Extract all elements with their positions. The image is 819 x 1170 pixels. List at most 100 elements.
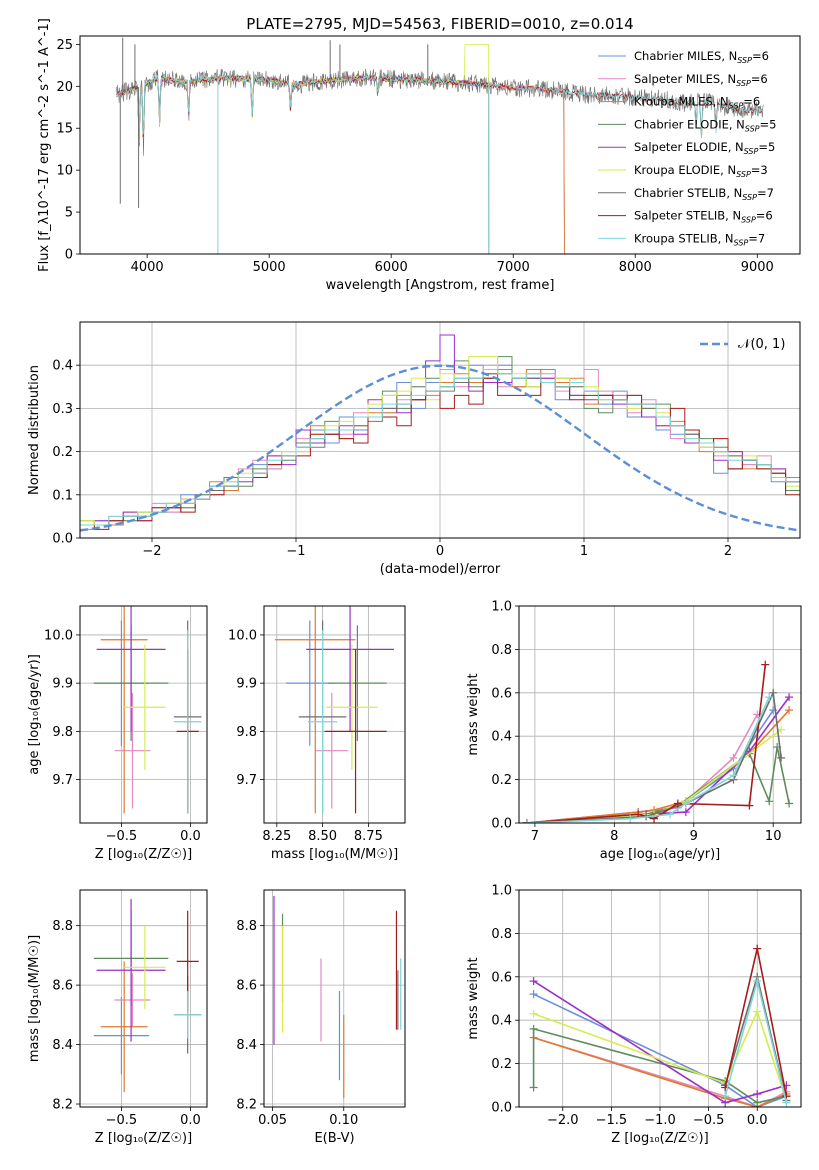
y-axis-label: mass [log₁₀(M/M☉)] bbox=[27, 935, 42, 1062]
x-tick-label: 0.0 bbox=[180, 829, 201, 844]
weight-marker bbox=[681, 808, 690, 817]
figure-title: PLATE=2795, MJD=54563, FIBERID=0010, z=0… bbox=[246, 15, 633, 33]
y-tick-label: 0.8 bbox=[491, 643, 512, 658]
x-axis-label: age [log₁₀(age/yr)] bbox=[600, 847, 721, 862]
weight-marker bbox=[761, 660, 770, 669]
y-tick-label: 0.4 bbox=[52, 359, 73, 374]
y-tick-label: 8.4 bbox=[52, 1038, 73, 1053]
x-tick-label: −2 bbox=[142, 544, 161, 559]
legend-label: Salpeter STELIB, NSSP=6 bbox=[634, 209, 773, 225]
weight-marker bbox=[665, 810, 674, 819]
y-tick-label: 10.0 bbox=[44, 628, 73, 643]
x-tick-label: −1 bbox=[286, 544, 305, 559]
y-tick-label: 8.2 bbox=[52, 1098, 73, 1113]
error-bars bbox=[93, 606, 202, 814]
x-tick-label: 7 bbox=[531, 829, 539, 844]
y-tick-label: 9.8 bbox=[52, 725, 73, 740]
weight-vs-Z-plot: −2.0 −1.5 −1.0 −0.5 0.0 0.0 0.2 0.4 0.6 0.8 1.0 Z [… bbox=[466, 884, 802, 1146]
x-tick-label: 8 bbox=[610, 829, 618, 844]
spectrum-salpeter-miles bbox=[116, 74, 565, 254]
y-tick-label: 5 bbox=[65, 206, 73, 221]
weight-marker bbox=[753, 944, 762, 953]
x-tick-label: 0.0 bbox=[180, 1113, 201, 1128]
x-tick-label: −0.5 bbox=[106, 829, 138, 844]
y-axis-label: age [log₁₀(age/yr)] bbox=[27, 654, 42, 775]
y-tick-label: 8.6 bbox=[236, 979, 257, 994]
x-tick-label: −0.5 bbox=[693, 1113, 725, 1128]
axes-frame bbox=[518, 605, 802, 824]
weight-marker bbox=[745, 801, 754, 810]
y-tick-label: 1.0 bbox=[491, 884, 512, 899]
weight-marker bbox=[529, 1009, 538, 1018]
spectrum-salpeter-stelib bbox=[116, 75, 763, 146]
y-tick-label: 0.6 bbox=[491, 686, 512, 701]
y-tick-label: 0.1 bbox=[52, 488, 73, 503]
y-axis-label: Flux [f_λ10^-17 erg cm^-2 s^-1 A^-1] bbox=[37, 18, 52, 272]
spectrum-chabrier-elodie bbox=[116, 74, 490, 254]
x-axis-label: Z [log₁₀(Z/Z☉)] bbox=[95, 847, 192, 862]
weight-marker bbox=[634, 810, 643, 819]
y-tick-label: 8.2 bbox=[236, 1098, 257, 1113]
x-axis-label: wavelength [Angstrom, rest frame] bbox=[326, 278, 555, 293]
weight-vs-age-plot: 7 8 9 10 0.0 0.2 0.4 0.6 0.8 1.0 age [log₁₀(age/yr… bbox=[466, 600, 802, 862]
weight-marker bbox=[765, 693, 774, 702]
age-vs-mass-plot: 8.25 8.50 8.75 9.7 9.8 9.9 10.0 mass [log₁₀(M/M… bbox=[228, 605, 406, 862]
y-tick-label: 0.0 bbox=[491, 1101, 512, 1116]
y-tick-label: 9.7 bbox=[236, 773, 257, 788]
weight-marker bbox=[529, 977, 538, 986]
error-bars bbox=[273, 895, 402, 1099]
x-tick-label: −2.0 bbox=[547, 1113, 579, 1128]
x-axis-label: mass [log₁₀(M/M☉)] bbox=[271, 847, 398, 862]
y-tick-label: 0.2 bbox=[491, 1057, 512, 1072]
x-tick-label: 4000 bbox=[131, 260, 164, 275]
x-tick-label: 0 bbox=[436, 544, 444, 559]
weight-marker bbox=[753, 1007, 762, 1016]
x-tick-label: 8.75 bbox=[354, 829, 383, 844]
x-tick-label: 0.0 bbox=[747, 1113, 768, 1128]
y-axis-label: mass weight bbox=[466, 673, 481, 755]
weight-marker bbox=[765, 797, 774, 806]
weight-marker bbox=[529, 1083, 538, 1092]
weight-line-chabrier-stelib bbox=[724, 973, 788, 1101]
weight-line-chabrier-elodie bbox=[526, 746, 790, 823]
spectrum-salpeter-elodie bbox=[116, 74, 490, 254]
x-tick-label: 2 bbox=[724, 544, 732, 559]
weight-line-salpeter-stelib bbox=[526, 664, 767, 823]
error-bars bbox=[93, 898, 202, 1093]
normal-curve bbox=[80, 364, 800, 532]
weight-lines bbox=[522, 660, 794, 823]
weight-marker bbox=[626, 814, 635, 823]
spectrum-chabrier-miles bbox=[116, 74, 565, 254]
y-tick-label: 25 bbox=[56, 38, 73, 53]
mass-vs-Z-plot: −0.5 0.0 8.2 8.4 8.6 8.8 Z [log₁₀(Z/Z☉)] mass [… bbox=[27, 889, 208, 1146]
y-tick-label: 9.9 bbox=[236, 677, 257, 692]
axes-frame bbox=[263, 889, 406, 1108]
weight-marker bbox=[785, 706, 794, 715]
y-tick-label: 0.0 bbox=[52, 532, 73, 547]
axes-frame bbox=[79, 605, 208, 824]
x-tick-label: 8.25 bbox=[262, 829, 291, 844]
legend-label: Kroupa STELIB, NSSP=7 bbox=[634, 231, 765, 247]
x-tick-label: 8000 bbox=[619, 260, 652, 275]
y-tick-label: 8.6 bbox=[52, 979, 73, 994]
weight-marker bbox=[729, 771, 738, 780]
weight-marker bbox=[753, 1089, 762, 1098]
x-axis-label: (data-model)/error bbox=[380, 562, 501, 577]
y-tick-label: 20 bbox=[56, 80, 73, 95]
legend-label: Chabrier ELODIE, NSSP=5 bbox=[634, 117, 776, 133]
weight-line-kroupa-stelib bbox=[724, 977, 788, 1103]
spectrum-kroupa-miles bbox=[116, 74, 565, 254]
x-tick-label: 1 bbox=[580, 544, 588, 559]
x-tick-label: 7000 bbox=[497, 260, 530, 275]
residual-plot: −2 −1 0 1 2 0.0 0.1 0.2 0.3 0.4 (data-model)/error… bbox=[27, 321, 801, 577]
weight-line-salpeter-elodie bbox=[533, 980, 787, 1104]
y-tick-label: 9.8 bbox=[236, 725, 257, 740]
residual-legend: 𝒩(0, 1) bbox=[700, 337, 785, 352]
legend-label: Salpeter ELODIE, NSSP=5 bbox=[634, 140, 775, 156]
y-tick-label: 0.6 bbox=[491, 970, 512, 985]
x-axis-label: Z [log₁₀(Z/Z☉)] bbox=[611, 1131, 708, 1146]
y-tick-label: 0.4 bbox=[491, 730, 512, 745]
x-tick-label: −1.0 bbox=[644, 1113, 676, 1128]
y-tick-label: 0.8 bbox=[491, 927, 512, 942]
